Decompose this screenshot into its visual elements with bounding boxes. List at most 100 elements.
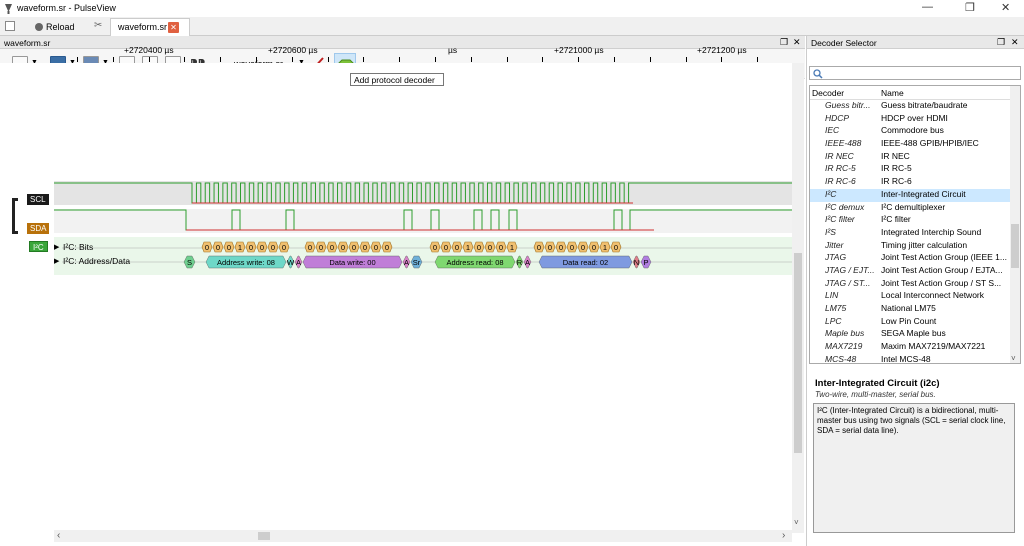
decoder-id: Jitter xyxy=(825,239,844,250)
decoder-id: MAX7219 xyxy=(825,341,863,352)
decoder-row[interactable]: I²C filter I²C filter xyxy=(810,214,1010,227)
chevron-down-icon[interactable]: ▼ xyxy=(298,59,305,66)
decoder-row[interactable]: MAX7219 Maxim MAX7219/MAX7221 xyxy=(810,341,1010,354)
bit-value: 0 xyxy=(614,243,618,252)
ruler-tick xyxy=(686,57,687,62)
bit-marker xyxy=(304,241,316,253)
bit-value: 0 xyxy=(271,243,275,252)
decoder-label[interactable]: I²C xyxy=(29,241,48,252)
dock-header: Decoder Selector ❐ ✕ xyxy=(807,36,1024,49)
close-window-button[interactable]: ✕ xyxy=(1001,2,1011,14)
bit-value: 0 xyxy=(559,243,563,252)
bit-value: 0 xyxy=(282,243,286,252)
reload-button[interactable]: Reload xyxy=(30,19,80,34)
decoder-row[interactable]: JTAG / ST... Joint Test Action Group / ST… xyxy=(810,278,1010,291)
bit-value: 0 xyxy=(319,243,323,252)
new-session-icon[interactable] xyxy=(5,21,15,31)
decoder-row[interactable]: I²S Integrated Interchip Sound xyxy=(810,227,1010,240)
decoder-row[interactable]: JTAG / EJT... Joint Test Action Group / E… xyxy=(810,265,1010,278)
scroll-thumb[interactable] xyxy=(794,253,802,453)
decoder-name: Local Interconnect Network xyxy=(881,290,984,301)
annotation-text: Address write: 08 xyxy=(217,258,275,267)
time-ruler[interactable]: +2720400 µs +2720600 µs µs +2721000 µs +… xyxy=(54,43,792,63)
scroll-thumb[interactable] xyxy=(258,532,270,540)
decoder-name: HDCP over HDMI xyxy=(881,112,948,123)
chevron-right-icon[interactable]: › xyxy=(782,530,786,541)
tooltip: Add protocol decoder xyxy=(350,73,444,86)
decoder-row[interactable]: IEC Commodore bus xyxy=(810,125,1010,138)
tools-icon[interactable]: ✂ xyxy=(94,20,103,31)
scroll-thumb[interactable] xyxy=(1011,224,1019,268)
bit-value: 0 xyxy=(330,243,334,252)
chevron-down-icon[interactable]: ˅ xyxy=(794,518,799,527)
col-header-decoder[interactable]: Decoder xyxy=(812,88,845,98)
bit-marker xyxy=(506,241,518,253)
decoder-row[interactable]: IR RC-6 IR RC-6 xyxy=(810,176,1010,189)
decoder-id: LPC xyxy=(825,315,842,326)
annotation-shape xyxy=(294,255,303,269)
channel-labels: SCL SDA I²C xyxy=(0,63,54,499)
decoder-id: IEEE-488 xyxy=(825,138,862,149)
decoder-id: HDCP xyxy=(825,112,850,123)
decoder-list[interactable]: Decoder Name Guess bitr... Guess bitrate/… xyxy=(809,85,1021,364)
decoder-row[interactable]: LIN Local Interconnect Network xyxy=(810,290,1010,303)
ruler-tick xyxy=(578,57,579,62)
close-dock-icon[interactable]: ✕ xyxy=(793,37,801,47)
decoder-row[interactable]: IR RC-5 IR RC-5 xyxy=(810,163,1010,176)
decoder-info-title: Inter-Integrated Circuit (i2c) xyxy=(815,378,940,389)
vertical-scrollbar[interactable]: ˅ xyxy=(792,63,804,533)
minimize-button[interactable]: — xyxy=(922,1,933,13)
tab-waveform[interactable]: waveform.sr ✕ xyxy=(110,18,190,36)
annotation-text: A xyxy=(404,258,409,267)
decoder-row[interactable]: I²C demux I²C demultiplexer xyxy=(810,202,1010,215)
bit-marker xyxy=(555,241,567,253)
expand-arrow-icon[interactable]: ▶ xyxy=(54,258,60,265)
decoder-row[interactable]: HDCP HDCP over HDMI xyxy=(810,113,1010,126)
float-dock-icon[interactable]: ❐ xyxy=(780,37,789,47)
annotation-text: P xyxy=(643,258,648,267)
address-data-annotations: S Address write: 08 W A Data write: 00 A Sr Add… xyxy=(183,255,652,269)
bit-value: 0 xyxy=(227,243,231,252)
decoder-row[interactable]: MCS-48 Intel MCS-48 xyxy=(810,354,1010,363)
decoder-row[interactable]: LM75 National LM75 xyxy=(810,303,1010,316)
maximize-button[interactable]: ❐ xyxy=(965,2,975,14)
chevron-down-icon[interactable]: ▼ xyxy=(102,59,109,66)
tab-close-button[interactable]: ✕ xyxy=(168,22,179,33)
decoder-id: Maple bus xyxy=(825,328,865,339)
decoder-row[interactable]: Jitter Timing jitter calculation xyxy=(810,240,1010,253)
close-dock-icon[interactable]: ✕ xyxy=(1011,37,1019,47)
decoder-id: LM75 xyxy=(825,303,847,313)
chevron-down-icon[interactable]: ▼ xyxy=(31,59,38,66)
decoder-id: IR NEC xyxy=(825,150,854,161)
decoder-row[interactable]: I²C Inter-Integrated Circuit xyxy=(810,188,1010,202)
list-scrollbar[interactable]: ˅ xyxy=(1010,86,1020,363)
annotation-shape xyxy=(183,255,196,269)
expand-arrow-icon[interactable]: ▶ xyxy=(54,244,60,251)
decoder-search-input[interactable] xyxy=(809,66,1021,80)
decoder-row[interactable]: Maple bus SEGA Maple bus xyxy=(810,328,1010,341)
session-tab-bar: Reload ✂ waveform.sr ✕ xyxy=(0,17,1024,36)
horizontal-scrollbar[interactable]: ‹ › xyxy=(54,530,792,542)
bit-marker xyxy=(267,241,279,253)
decoder-name: Joint Test Action Group / EJTA... xyxy=(881,264,1003,275)
chevron-left-icon[interactable]: ‹ xyxy=(57,530,61,541)
bit-value: 0 xyxy=(488,243,492,252)
chevron-down-icon[interactable]: ˅ xyxy=(1011,354,1016,363)
float-dock-icon[interactable]: ❐ xyxy=(997,37,1006,47)
channel-label-scl[interactable]: SCL xyxy=(27,194,49,205)
window-title: waveform.sr - PulseView xyxy=(17,3,116,13)
col-header-name[interactable]: Name xyxy=(881,88,904,98)
annotation-text: A xyxy=(296,258,301,267)
annotation-shape xyxy=(538,255,633,269)
bit-value: 0 xyxy=(499,243,503,252)
channel-label-sda[interactable]: SDA xyxy=(27,223,50,234)
chevron-down-icon[interactable]: ▼ xyxy=(69,59,76,66)
decoder-row[interactable]: Guess bitr... Guess bitrate/baudrate xyxy=(810,100,1010,113)
decoder-row[interactable]: JTAG Joint Test Action Group (IEEE 1... xyxy=(810,252,1010,265)
decoder-row[interactable]: IR NEC IR NEC xyxy=(810,151,1010,164)
decoder-row[interactable]: IEEE-488 IEEE-488 GPIB/HPIB/IEC xyxy=(810,138,1010,151)
decoder-row[interactable]: LPC Low Pin Count xyxy=(810,316,1010,329)
channel-name: SDA xyxy=(30,224,47,233)
decoder-name: I²C demultiplexer xyxy=(881,201,946,212)
